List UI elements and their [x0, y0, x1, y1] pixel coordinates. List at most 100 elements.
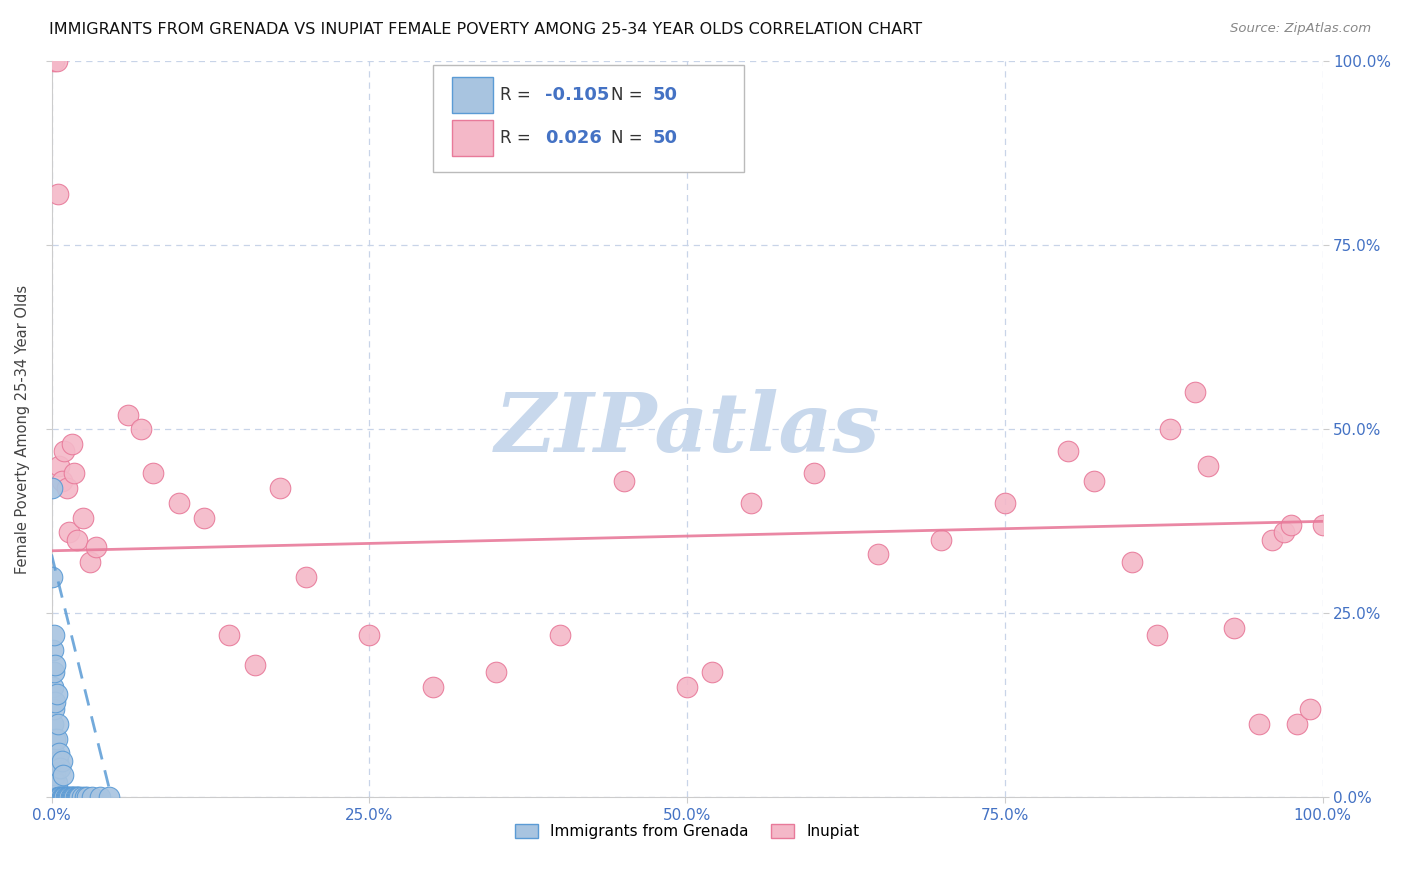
Point	[63, 467, 86, 481]
Point	[485, 665, 508, 680]
Point	[44, 695, 66, 709]
Point	[243, 657, 266, 672]
Point	[79, 555, 101, 569]
Point	[42, 790, 65, 805]
Point	[1299, 702, 1322, 716]
Point	[53, 790, 76, 805]
Point	[52, 790, 75, 805]
Point	[48, 790, 70, 805]
Point	[76, 790, 98, 805]
Point	[45, 54, 67, 69]
Point	[41, 569, 63, 583]
Point	[142, 467, 165, 481]
Point	[994, 496, 1017, 510]
Text: Source: ZipAtlas.com: Source: ZipAtlas.com	[1230, 22, 1371, 36]
Text: N =: N =	[610, 86, 648, 104]
Point	[269, 481, 291, 495]
Point	[84, 540, 107, 554]
Point	[1222, 621, 1244, 635]
Text: N =: N =	[610, 129, 648, 147]
Point	[51, 790, 73, 805]
Point	[1057, 444, 1080, 458]
Point	[1247, 716, 1270, 731]
Point	[55, 481, 77, 495]
Point	[548, 628, 571, 642]
Text: 50: 50	[652, 129, 678, 147]
Point	[44, 768, 66, 782]
FancyBboxPatch shape	[451, 77, 492, 112]
Point	[359, 628, 381, 642]
Point	[53, 790, 76, 805]
Point	[1121, 555, 1143, 569]
Point	[55, 790, 77, 805]
Point	[89, 790, 111, 805]
Point	[51, 474, 73, 488]
Point	[803, 467, 825, 481]
Point	[422, 680, 444, 694]
Point	[1274, 525, 1296, 540]
Point	[46, 186, 69, 201]
Point	[73, 790, 96, 805]
Point	[42, 628, 65, 642]
Text: ZIPatlas: ZIPatlas	[495, 389, 880, 469]
Point	[49, 761, 72, 775]
Point	[1159, 422, 1181, 436]
FancyBboxPatch shape	[451, 120, 492, 156]
Point	[82, 790, 104, 805]
Point	[59, 790, 82, 805]
Point	[67, 790, 90, 805]
Point	[1184, 385, 1206, 400]
Point	[42, 665, 65, 680]
Point	[1279, 518, 1302, 533]
Point	[612, 474, 634, 488]
Point	[1261, 533, 1284, 547]
Point	[53, 444, 76, 458]
Point	[117, 408, 139, 422]
Point	[66, 533, 89, 547]
Point	[42, 702, 65, 716]
Point	[97, 790, 120, 805]
Point	[46, 754, 69, 768]
Point	[48, 459, 70, 474]
Point	[60, 790, 83, 805]
Point	[46, 790, 69, 805]
Point	[63, 790, 86, 805]
Point	[66, 790, 89, 805]
Point	[218, 628, 240, 642]
Point	[1312, 518, 1334, 533]
Point	[58, 525, 80, 540]
Y-axis label: Female Poverty Among 25-34 Year Olds: Female Poverty Among 25-34 Year Olds	[15, 285, 30, 574]
Point	[42, 643, 65, 657]
Point	[48, 746, 70, 760]
Point	[294, 569, 316, 583]
Point	[45, 731, 67, 746]
Point	[45, 687, 67, 701]
Point	[1146, 628, 1168, 642]
Point	[193, 510, 215, 524]
Point	[45, 775, 67, 789]
Point	[740, 496, 762, 510]
Point	[42, 790, 65, 805]
Point	[44, 731, 66, 746]
Text: 50: 50	[652, 86, 678, 104]
Point	[42, 754, 65, 768]
Text: R =: R =	[501, 86, 536, 104]
Point	[42, 746, 65, 760]
Point	[46, 716, 69, 731]
Text: -0.105: -0.105	[544, 86, 609, 104]
Point	[167, 496, 190, 510]
Point	[1197, 459, 1219, 474]
Point	[866, 548, 889, 562]
Point	[72, 510, 94, 524]
Point	[60, 437, 83, 451]
Point	[42, 54, 65, 69]
FancyBboxPatch shape	[433, 65, 744, 171]
Point	[62, 790, 84, 805]
Point	[58, 790, 80, 805]
Point	[1286, 716, 1309, 731]
Point	[56, 790, 79, 805]
Point	[65, 790, 87, 805]
Point	[1083, 474, 1105, 488]
Point	[55, 790, 77, 805]
Text: 0.026: 0.026	[544, 129, 602, 147]
